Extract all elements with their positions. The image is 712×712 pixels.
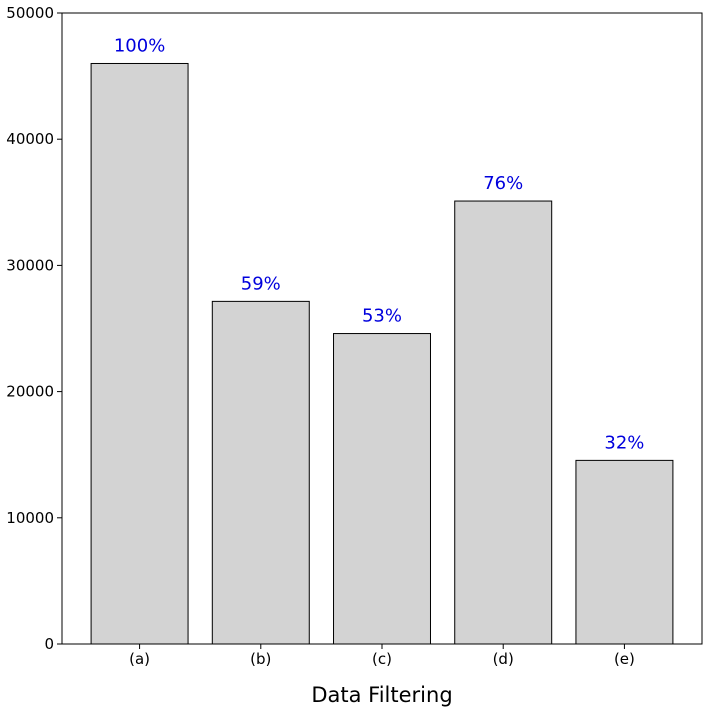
- x-axis-title: Data Filtering: [311, 683, 452, 707]
- x-tick-label-4: (e): [614, 650, 635, 668]
- data-labels-layer: 100% 59% 53% 76% 32%: [114, 35, 645, 453]
- data-label-2: 53%: [362, 306, 402, 327]
- x-tick-label-1: (b): [250, 650, 271, 668]
- data-label-4: 32%: [604, 432, 644, 453]
- data-label-3: 76%: [483, 173, 523, 194]
- bar-2: [333, 333, 431, 645]
- data-label-1: 59%: [241, 273, 281, 294]
- x-tick-label-3: (d): [493, 650, 514, 668]
- bars-layer: [90, 62, 674, 645]
- x-tick-label-0: (a): [129, 650, 150, 668]
- y-axis: 0 10000 20000 30000 40000 50000: [6, 4, 62, 653]
- x-axis: (a) (b) (c) (d) (e): [129, 644, 635, 668]
- y-tick-label-3: 30000: [6, 256, 54, 274]
- x-tick-label-2: (c): [372, 650, 392, 668]
- data-label-0: 100%: [114, 35, 165, 56]
- bar-1: [211, 300, 310, 645]
- y-tick-label-1: 10000: [6, 509, 54, 527]
- bar-0: [90, 62, 189, 645]
- y-tick-label-2: 20000: [6, 383, 54, 401]
- bar-3: [454, 200, 553, 645]
- bar-4: [575, 459, 674, 645]
- y-tick-label-5: 50000: [6, 4, 54, 22]
- y-tick-label-0: 0: [44, 635, 54, 653]
- y-tick-label-4: 40000: [6, 130, 54, 148]
